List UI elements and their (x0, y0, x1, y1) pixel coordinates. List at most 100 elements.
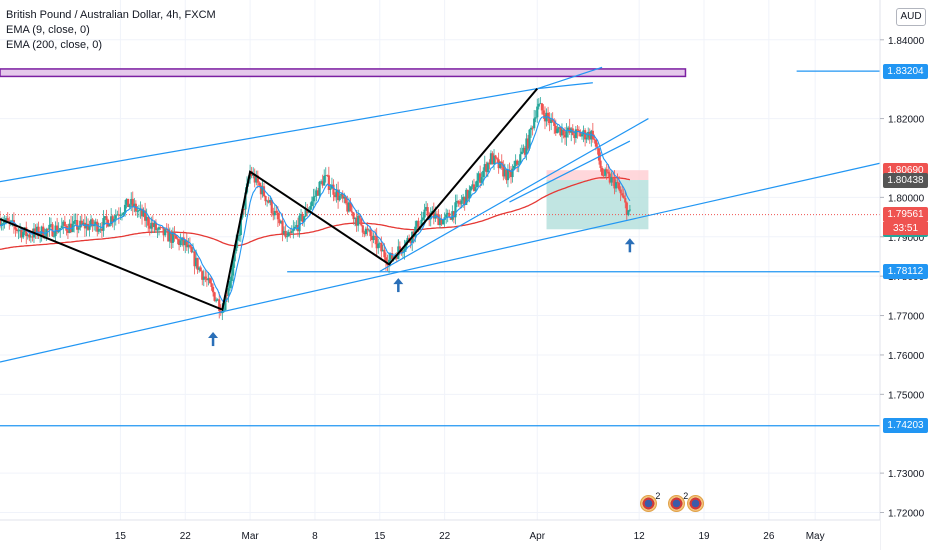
candle-body (446, 212, 449, 215)
candle-body (333, 194, 337, 198)
candle-body (338, 195, 341, 201)
candle-body (526, 138, 530, 149)
candle-body (208, 278, 212, 284)
candle-body (506, 170, 510, 181)
candle-body (576, 129, 579, 131)
candle-body (49, 224, 53, 226)
candle-body (292, 228, 295, 232)
candle-body (99, 228, 102, 230)
candle-body (267, 200, 270, 203)
candle-body (474, 187, 477, 191)
candle-body (332, 184, 335, 195)
trend-line-4 (537, 82, 593, 90)
candle-body (563, 134, 567, 138)
candle-body (108, 224, 111, 227)
candle-body (225, 295, 229, 296)
event-count: 2 (683, 491, 689, 501)
candle-body (276, 212, 279, 220)
economic-event-icon[interactable] (640, 495, 658, 512)
candle-body (312, 196, 315, 202)
candle-body (290, 231, 293, 233)
event-count: 2 (655, 491, 661, 501)
candle-body (491, 153, 494, 165)
candle-body (157, 227, 161, 230)
candle-body (91, 219, 94, 227)
candle-body (593, 139, 596, 141)
candle-body (539, 103, 542, 105)
candle-body (594, 139, 598, 147)
candle-body (420, 219, 423, 227)
candle-body (60, 225, 63, 229)
candle-body (298, 215, 301, 232)
candle-body (350, 211, 354, 213)
candle-body (150, 222, 153, 229)
candle-body (604, 169, 607, 176)
candle-body (573, 135, 576, 139)
price-tag: 1.80438 (883, 172, 928, 188)
horizontal-lines (0, 70, 880, 427)
candle-body (492, 155, 496, 165)
candle-body (6, 218, 9, 221)
candle-body (262, 186, 266, 197)
candle-body (380, 243, 383, 252)
candle-body (165, 229, 168, 230)
candle-body (140, 208, 144, 217)
candle-body (599, 160, 602, 168)
candle-body (607, 171, 610, 174)
candle-body (88, 225, 91, 230)
economic-event-icon[interactable] (668, 495, 686, 512)
candle-body (432, 210, 435, 219)
up-arrow-icon (393, 278, 404, 293)
candle-body (127, 198, 130, 208)
candle-body (0, 219, 2, 226)
candle-body (93, 225, 96, 227)
candle-body (455, 200, 459, 203)
chart-legend: British Pound / Australian Dollar, 4h, F… (6, 8, 216, 53)
candle-body (117, 214, 120, 216)
ema-200-label: EMA (200, close, 0) (6, 39, 102, 51)
candle-body (147, 216, 150, 226)
candle-body (182, 237, 185, 246)
candle-body (440, 218, 443, 225)
trend-line-5 (537, 66, 603, 90)
up-arrow-head (393, 278, 404, 285)
currency-badge[interactable]: AUD (896, 8, 926, 26)
candle-body (31, 236, 34, 238)
price-tag: 1.74203 (883, 418, 928, 434)
candle-body (465, 189, 468, 205)
candle-body (164, 229, 167, 236)
trend-line-2 (379, 118, 649, 272)
candle-body (601, 167, 604, 176)
price-tag: 1.79561 (883, 207, 928, 223)
candle-body (452, 211, 455, 218)
candle-body (269, 199, 272, 203)
economic-event-icon[interactable] (686, 495, 704, 512)
candle-body (207, 278, 210, 281)
candle-body (309, 206, 312, 210)
up-arrow-icon (208, 332, 219, 347)
candle-body (211, 286, 215, 293)
candle-body (479, 173, 482, 183)
candle-body (409, 241, 412, 243)
candle-body (9, 220, 12, 222)
candle-body (494, 155, 497, 159)
candle-body (584, 130, 587, 140)
candle-body (151, 222, 154, 228)
y-tick-label: 1.77000 (888, 312, 925, 323)
candle-body (187, 244, 190, 248)
candle-body (381, 249, 384, 252)
candle-body (275, 210, 278, 213)
candle-body (144, 210, 147, 221)
candle-body (366, 228, 369, 230)
candle-body (236, 235, 239, 241)
candle-body (230, 275, 233, 281)
candle-body (370, 236, 374, 241)
candle-body (159, 227, 162, 228)
grid (0, 0, 880, 520)
candle-body (111, 216, 114, 222)
candle-body (162, 227, 165, 236)
candle-body (540, 103, 543, 111)
candle-body (37, 226, 40, 236)
candle-body (417, 220, 420, 230)
